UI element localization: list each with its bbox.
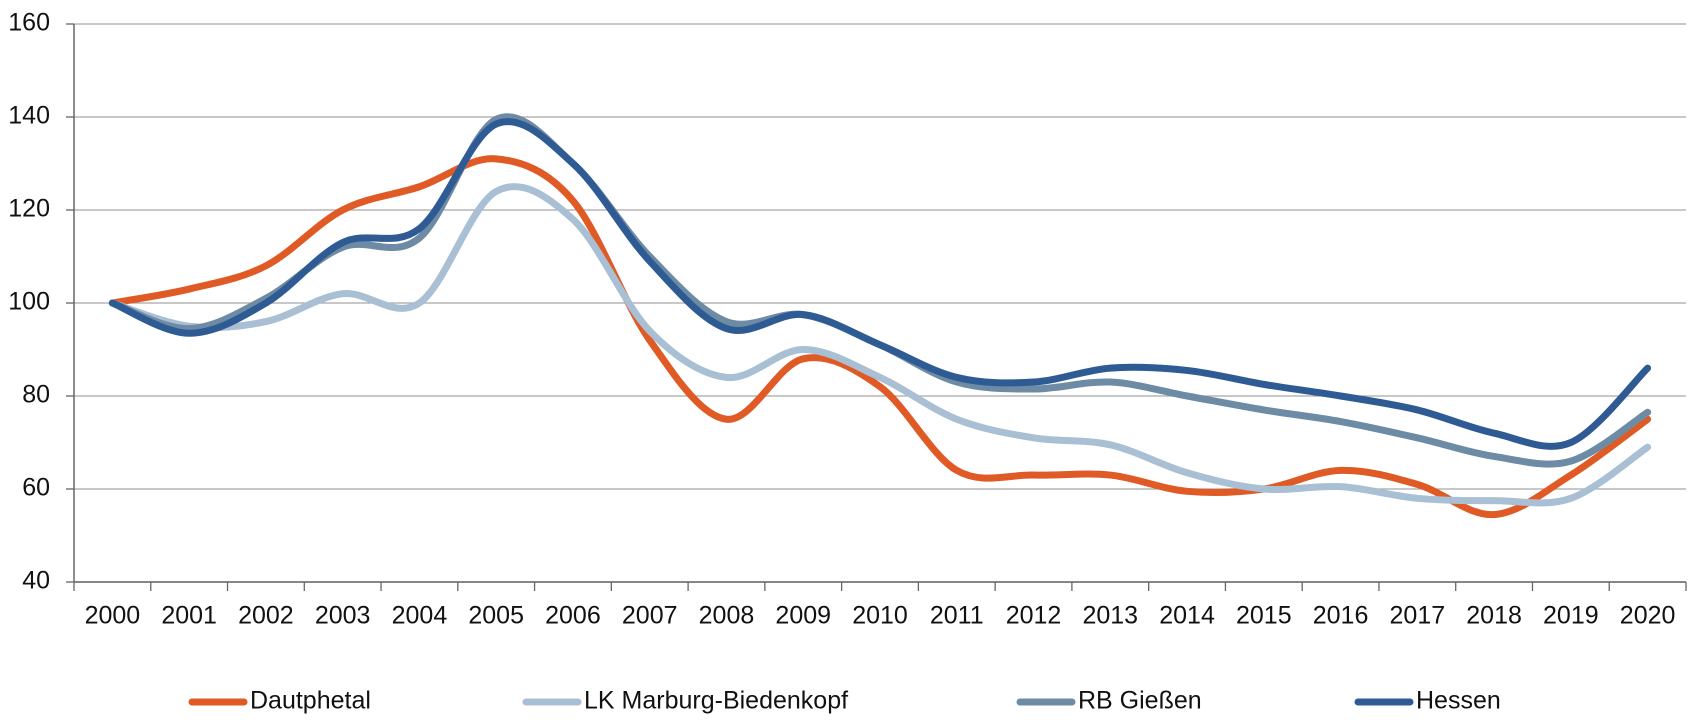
x-tick-label: 2005 bbox=[468, 602, 524, 630]
y-tick-label: 40 bbox=[22, 567, 50, 595]
y-tick-label: 100 bbox=[8, 288, 50, 316]
legend-label: LK Marburg-Biedenkopf bbox=[584, 687, 848, 715]
legend-label: RB Gießen bbox=[1078, 687, 1202, 715]
x-tick-label: 2014 bbox=[1159, 602, 1215, 630]
series-line bbox=[108, 183, 1652, 507]
x-tick-label: 2020 bbox=[1620, 602, 1676, 630]
series-line bbox=[108, 118, 1652, 450]
x-tick-label: 2016 bbox=[1313, 602, 1369, 630]
x-tick-label: 2011 bbox=[930, 602, 984, 630]
x-tick-label: 2013 bbox=[1082, 602, 1138, 630]
legend-label: Dautphetal bbox=[250, 687, 371, 715]
x-tick-label: 2003 bbox=[315, 602, 371, 630]
x-tick-label: 2009 bbox=[775, 602, 831, 630]
x-tick-label: 2018 bbox=[1466, 602, 1522, 630]
x-tick-label: 2007 bbox=[622, 602, 678, 630]
y-tick-label: 80 bbox=[22, 381, 50, 409]
x-tick-label: 2006 bbox=[545, 602, 601, 630]
x-tick-label: 2002 bbox=[238, 602, 294, 630]
x-tick-label: 2012 bbox=[1006, 602, 1062, 630]
y-tick-label: 140 bbox=[8, 102, 50, 130]
legend-label: Hessen bbox=[1416, 687, 1501, 715]
x-tick-label: 2001 bbox=[161, 602, 217, 630]
x-tick-label: 2017 bbox=[1390, 602, 1446, 630]
y-tick-label: 160 bbox=[8, 9, 50, 37]
y-tick-label: 120 bbox=[8, 195, 50, 223]
x-tick-label: 2000 bbox=[85, 602, 141, 630]
x-tick-label: 2019 bbox=[1543, 602, 1599, 630]
x-tick-label: 2010 bbox=[852, 602, 908, 630]
x-tick-label: 2015 bbox=[1236, 602, 1292, 630]
x-tick-label: 2008 bbox=[699, 602, 755, 630]
series-line bbox=[108, 155, 1652, 519]
x-tick-label: 2004 bbox=[392, 602, 448, 630]
y-tick-label: 60 bbox=[22, 474, 50, 502]
